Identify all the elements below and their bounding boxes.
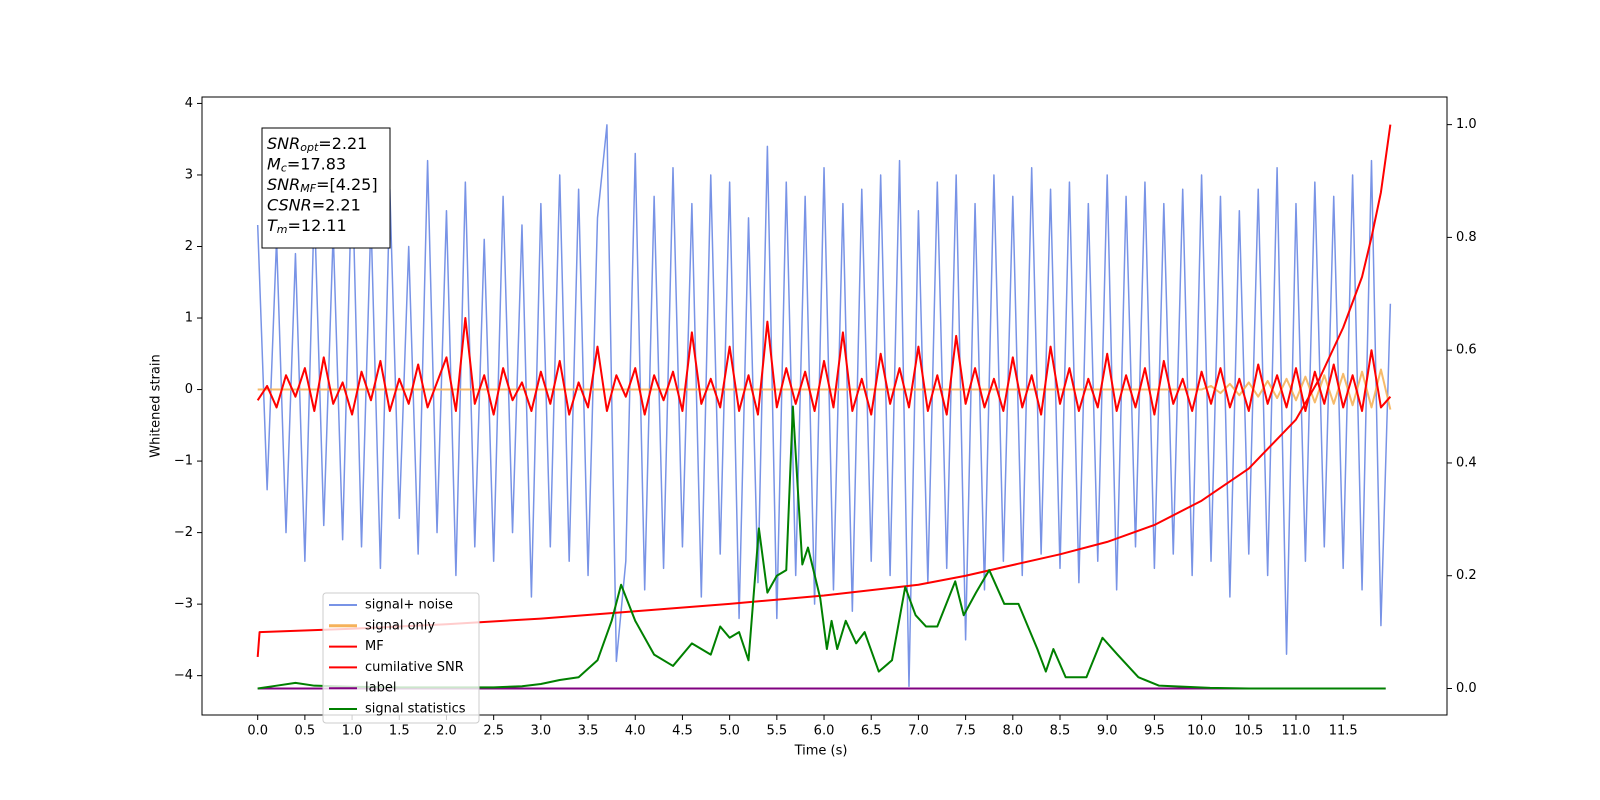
annotation-symbol: SNR: [267, 134, 300, 153]
x-tick-label: 7.0: [908, 724, 929, 739]
x-tick-label: 0.5: [295, 724, 316, 739]
x-tick-label: 2.5: [483, 724, 504, 739]
annotation-value: =12.11: [288, 216, 347, 235]
y-tick-label: −3: [174, 597, 193, 612]
x-tick-label: 5.5: [766, 724, 787, 739]
x-tick-label: 9.0: [1097, 724, 1118, 739]
legend-label: signal only: [365, 618, 435, 633]
legend-label: MF: [365, 639, 384, 654]
x-tick-label: 1.0: [342, 724, 363, 739]
x-tick-label: 6.5: [861, 724, 882, 739]
series-line: [256, 124, 1392, 657]
y2-tick-label: 0.0: [1456, 681, 1477, 696]
x-tick-label: 2.0: [436, 724, 457, 739]
annotation-subscript: opt: [300, 141, 319, 154]
x-tick-label: 11.5: [1329, 724, 1358, 739]
y-tick-label: 0: [185, 382, 193, 397]
x-tick-label: 10.5: [1234, 724, 1263, 739]
x-tick-label: 9.5: [1144, 724, 1165, 739]
y2-tick-label: 0.8: [1456, 230, 1477, 245]
y-tick-label: −2: [174, 525, 193, 540]
y-tick-label: 2: [185, 239, 193, 254]
annotation-symbol: SNR: [267, 175, 300, 194]
x-tick-label: 8.5: [1050, 724, 1071, 739]
legend-label: signal statistics: [365, 702, 466, 717]
y-tick-label: −4: [174, 668, 193, 683]
legend-box: [322, 592, 480, 724]
x-tick-label: 5.0: [719, 724, 740, 739]
series-line: [257, 405, 1386, 690]
annotation-value: =2.21: [312, 195, 361, 214]
y-tick-label: 4: [185, 96, 193, 111]
y-axis-label: Whitened strain: [149, 354, 164, 457]
annotation: Tm=12.11: [267, 216, 347, 237]
annotation-box: [261, 127, 391, 249]
x-tick-label: 10.0: [1187, 724, 1216, 739]
annotation: Mc=17.83: [267, 154, 346, 175]
annotation-subscript: c: [281, 162, 287, 175]
legend-label: label: [365, 681, 396, 696]
x-tick-label: 3.0: [531, 724, 552, 739]
annotation-symbol: CSNR: [267, 195, 312, 214]
series-line: [256, 317, 1392, 416]
y2-tick-label: 1.0: [1456, 117, 1477, 132]
x-axis-label: Time (s): [794, 744, 848, 759]
y2-tick-label: 0.4: [1456, 455, 1477, 470]
annotation: SNRopt=2.21: [267, 134, 367, 155]
x-tick-label: 4.0: [625, 724, 646, 739]
annotation-subscript: m: [277, 223, 288, 236]
annotation-value: =[4.25]: [316, 175, 378, 194]
annotation-value: =17.83: [287, 154, 346, 173]
y2-tick-label: 0.2: [1456, 568, 1477, 583]
legend-label: cumilative SNR: [365, 660, 464, 675]
annotation-subscript: MF: [300, 182, 316, 195]
x-tick-label: 8.0: [1002, 724, 1023, 739]
annotation-symbol: M: [267, 154, 281, 173]
x-tick-label: 3.5: [578, 724, 599, 739]
legend-label: signal+ noise: [365, 598, 453, 613]
x-tick-label: 6.0: [814, 724, 835, 739]
series-line: [257, 368, 1392, 410]
y-tick-label: 1: [185, 311, 193, 326]
x-tick-label: 4.5: [672, 724, 693, 739]
y2-tick-label: 0.6: [1456, 343, 1477, 358]
x-tick-label: 11.0: [1281, 724, 1310, 739]
x-tick-label: 7.5: [955, 724, 976, 739]
y-tick-label: 3: [185, 167, 193, 182]
annotation-value: =2.21: [318, 134, 367, 153]
series-line: [256, 124, 1392, 688]
annotation: SNRMF=[4.25]: [267, 175, 378, 196]
y-tick-label: −1: [174, 454, 193, 469]
annotation: CSNR=2.21: [267, 195, 361, 214]
x-tick-label: 0.0: [247, 724, 268, 739]
x-tick-label: 1.5: [389, 724, 410, 739]
annotation-symbol: T: [267, 216, 278, 235]
